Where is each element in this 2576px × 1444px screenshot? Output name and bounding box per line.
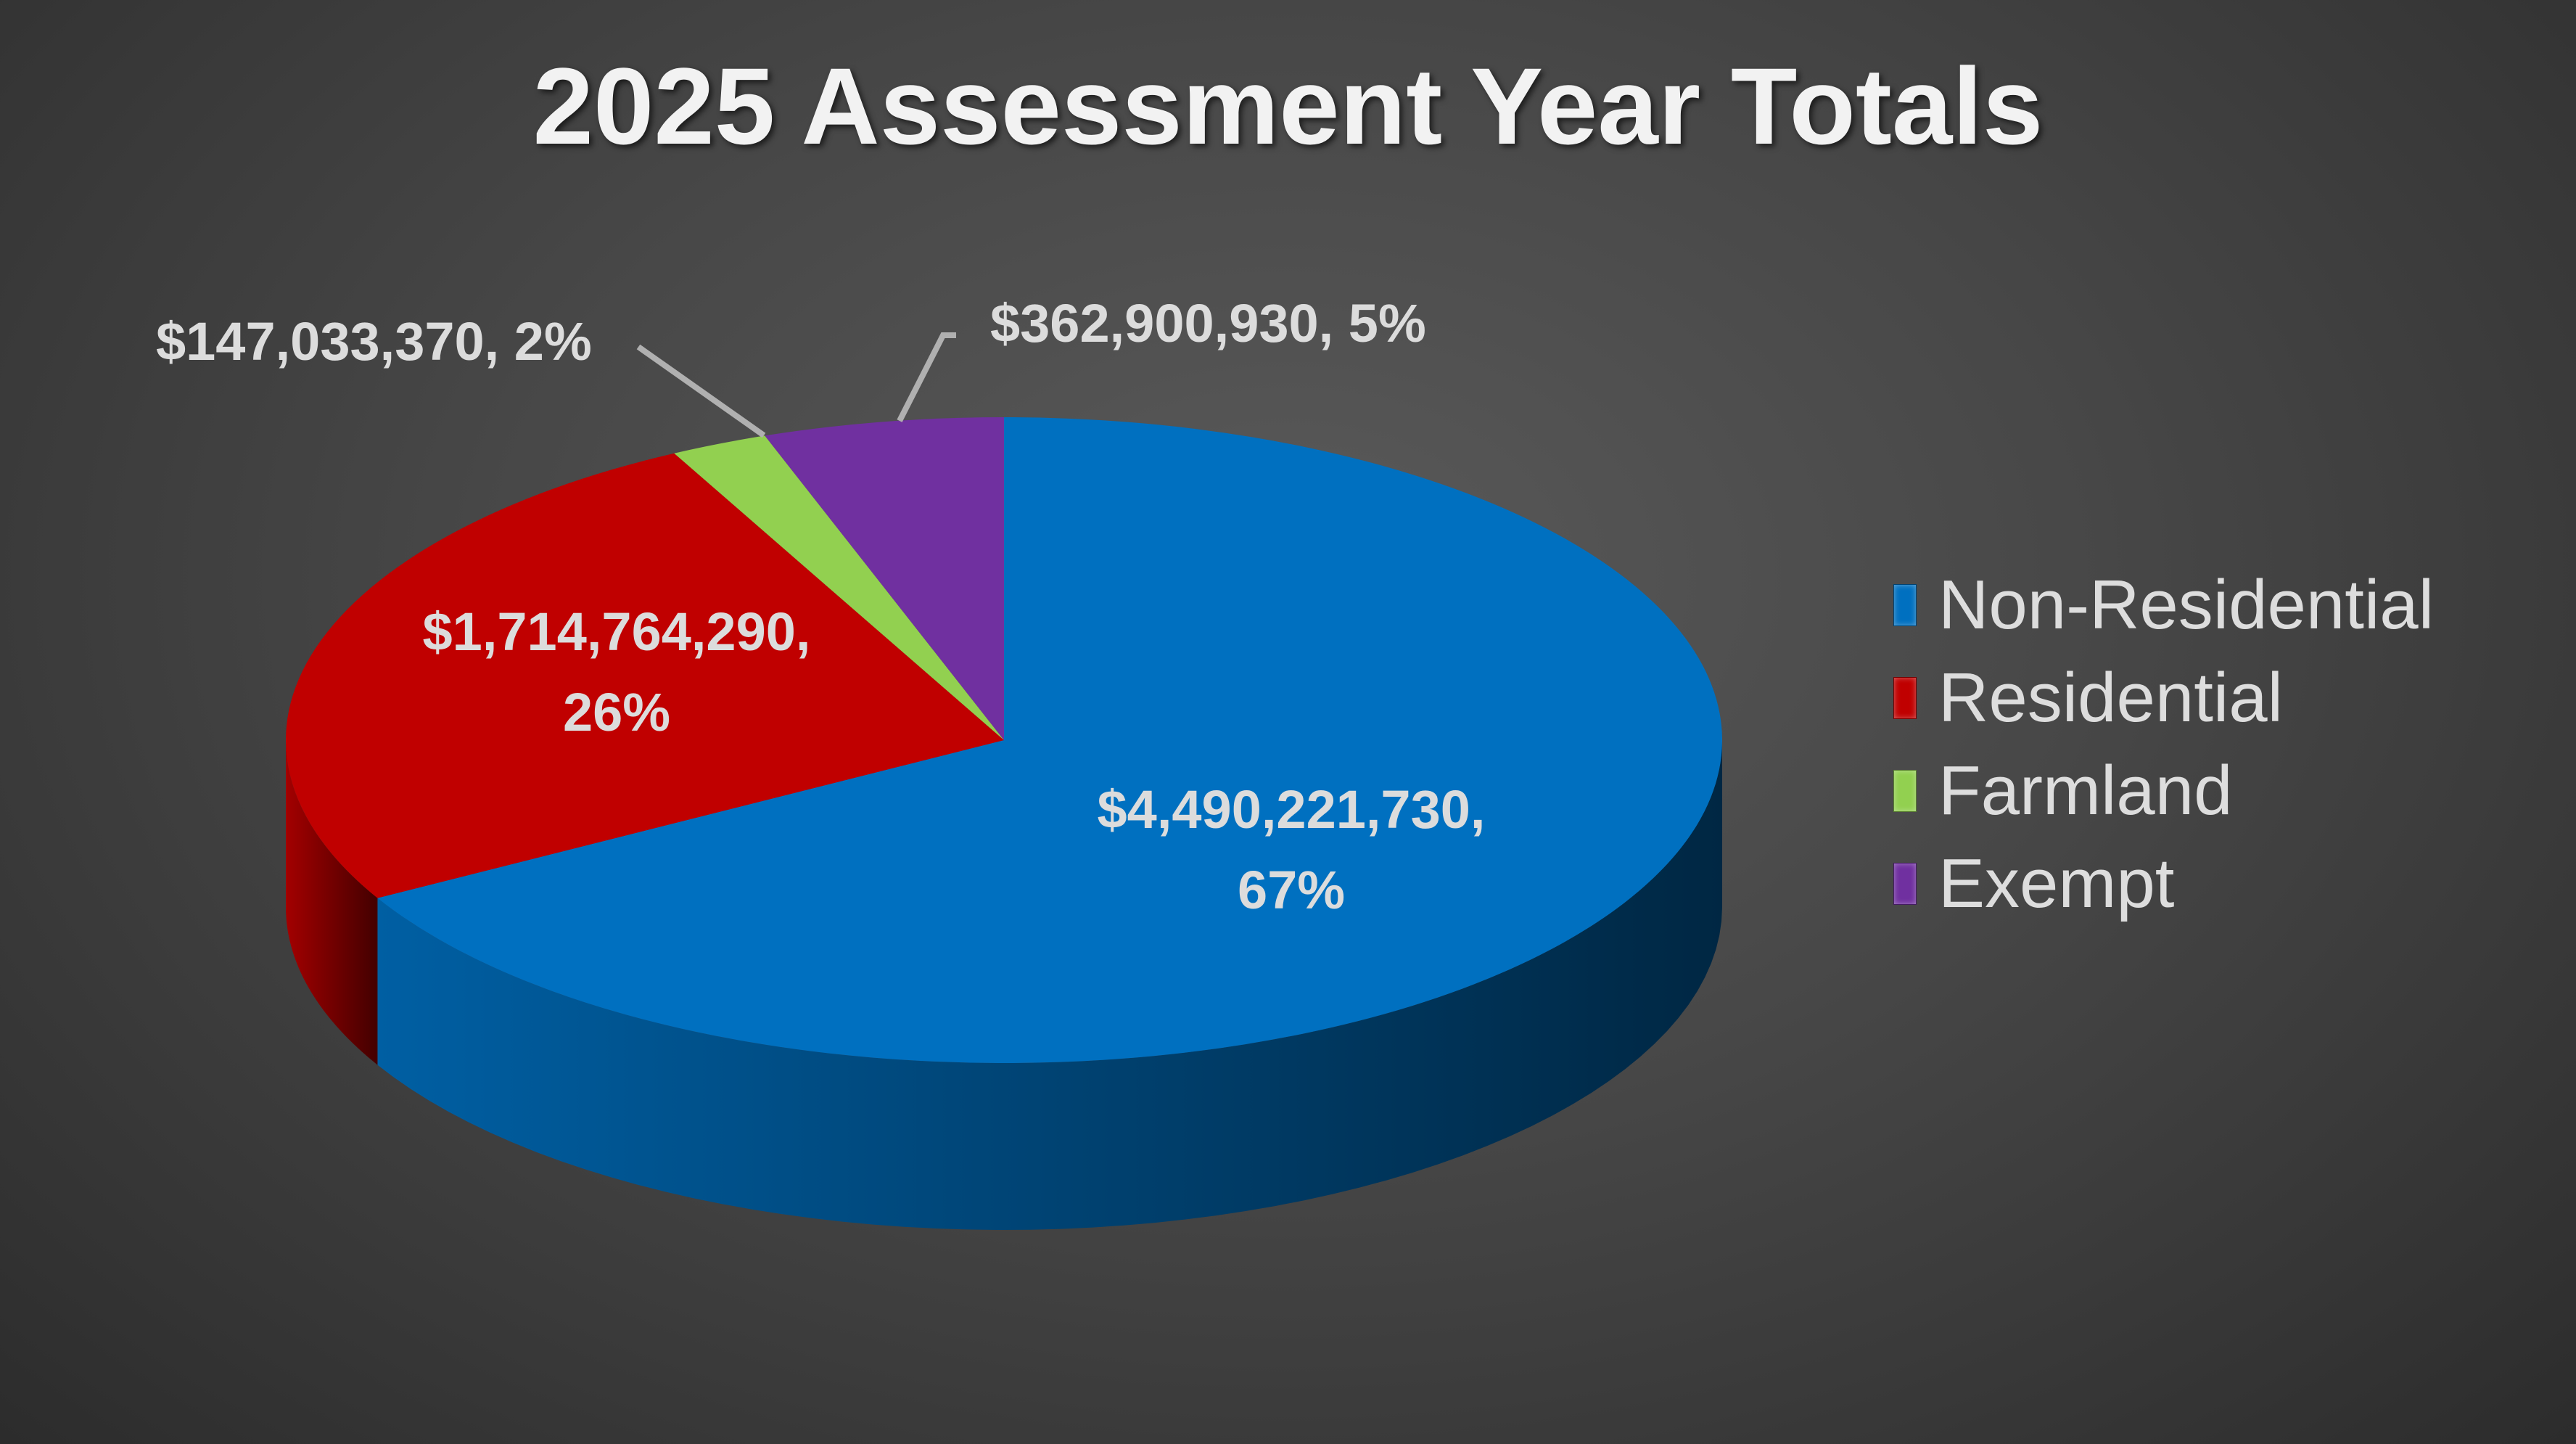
legend-label: Residential xyxy=(1938,659,2283,737)
leader-line-exempt xyxy=(897,332,956,422)
data-label-farmland: $147,033,370, 2% xyxy=(156,311,592,372)
legend-label: Farmland xyxy=(1938,752,2233,829)
legend-label: Non-Residential xyxy=(1938,566,2435,644)
chart-title: 2025 Assessment Year Totals xyxy=(532,45,2044,167)
data-label-value: $4,490,221,730, xyxy=(1097,779,1486,840)
pie-slice-farmland xyxy=(674,435,1004,740)
legend-swatch xyxy=(1893,863,1917,905)
pie-slice-exempt xyxy=(765,417,1004,740)
data-label-value: $1,714,764,290, xyxy=(422,602,811,662)
data-label-percent: 67% xyxy=(1237,860,1346,920)
data-label-residential: $1,714,764,290, 26% xyxy=(363,591,871,752)
legend-item-non-residential: Non-Residential xyxy=(1893,559,2434,652)
legend-swatch xyxy=(1893,677,1917,719)
leader-line-farmland xyxy=(636,344,766,438)
legend-item-farmland: Farmland xyxy=(1893,744,2434,837)
legend-item-exempt: Exempt xyxy=(1893,837,2434,930)
data-label-non-residential: $4,490,221,730, 67% xyxy=(1037,769,1545,930)
data-label-percent: 26% xyxy=(562,682,671,742)
pie-side-non-residential xyxy=(377,740,1722,1230)
pie-slice-residential xyxy=(285,453,1004,898)
legend-label: Exempt xyxy=(1938,845,2175,922)
pie-side-residential xyxy=(286,740,378,1065)
legend-item-residential: Residential xyxy=(1893,652,2434,744)
data-label-exempt: $362,900,930, 5% xyxy=(990,293,1426,353)
legend: Non-Residential Residential Farmland Exe… xyxy=(1893,559,2434,930)
pie-slice-non-residential xyxy=(377,417,1722,1064)
legend-swatch xyxy=(1893,770,1917,812)
legend-swatch xyxy=(1893,584,1917,626)
